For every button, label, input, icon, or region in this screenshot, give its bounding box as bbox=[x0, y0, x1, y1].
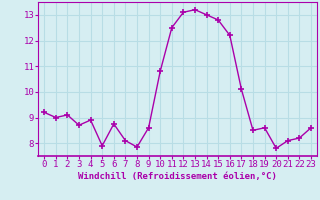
X-axis label: Windchill (Refroidissement éolien,°C): Windchill (Refroidissement éolien,°C) bbox=[78, 172, 277, 181]
